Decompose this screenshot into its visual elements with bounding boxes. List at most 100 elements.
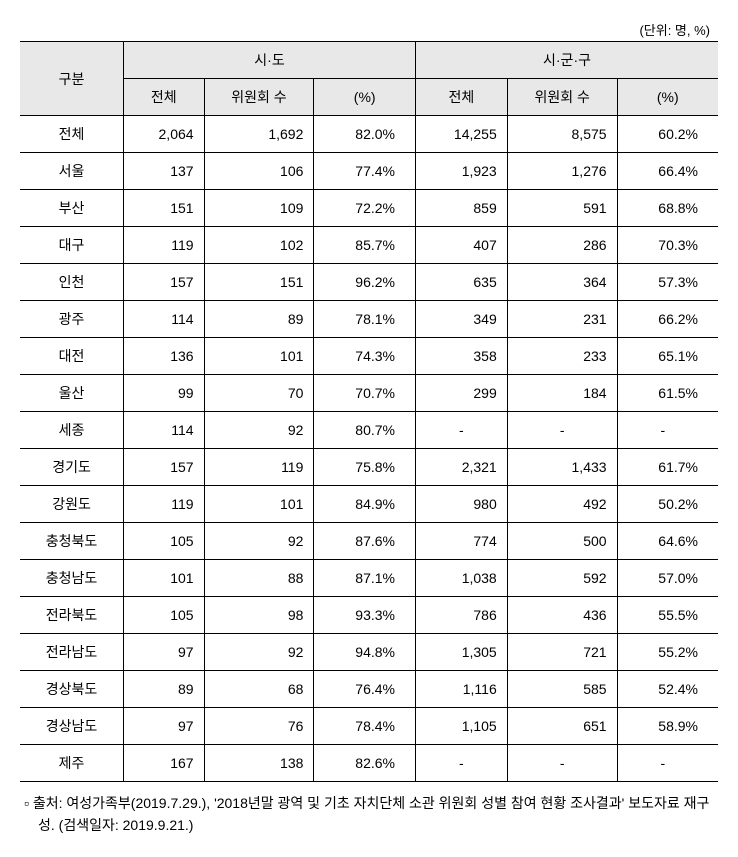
table-row: 광주1148978.1%34923166.2% bbox=[20, 301, 718, 338]
cell-region: 인천 bbox=[20, 264, 124, 301]
cell-g1-pct: 72.2% bbox=[314, 190, 416, 227]
cell-g1-count: 92 bbox=[204, 523, 314, 560]
cell-g1-pct: 93.3% bbox=[314, 597, 416, 634]
cell-region: 충청북도 bbox=[20, 523, 124, 560]
cell-g2-pct: 66.4% bbox=[617, 153, 718, 190]
cell-g2-pct: 61.7% bbox=[617, 449, 718, 486]
cell-g1-pct: 74.3% bbox=[314, 338, 416, 375]
cell-g2-count: 1,276 bbox=[507, 153, 617, 190]
cell-region: 경기도 bbox=[20, 449, 124, 486]
data-table: 구분 시·도 시·군·구 전체 위원회 수 (%) 전체 위원회 수 (%) 전… bbox=[20, 41, 718, 782]
cell-g2-count: 286 bbox=[507, 227, 617, 264]
cell-g2-total: 1,116 bbox=[416, 671, 508, 708]
cell-g2-count: 364 bbox=[507, 264, 617, 301]
cell-region: 경상남도 bbox=[20, 708, 124, 745]
header-row-1: 구분 시·도 시·군·구 bbox=[20, 42, 718, 79]
cell-region: 부산 bbox=[20, 190, 124, 227]
cell-g1-total: 119 bbox=[124, 486, 205, 523]
cell-g2-count: 184 bbox=[507, 375, 617, 412]
cell-g2-total: - bbox=[416, 412, 508, 449]
cell-g1-count: 92 bbox=[204, 412, 314, 449]
cell-region: 전라남도 bbox=[20, 634, 124, 671]
cell-g2-count: 592 bbox=[507, 560, 617, 597]
table-row: 경상북도896876.4%1,11658552.4% bbox=[20, 671, 718, 708]
cell-region: 전라북도 bbox=[20, 597, 124, 634]
cell-g2-pct: 66.2% bbox=[617, 301, 718, 338]
table-header: 구분 시·도 시·군·구 전체 위원회 수 (%) 전체 위원회 수 (%) bbox=[20, 42, 718, 116]
cell-g2-total: 1,305 bbox=[416, 634, 508, 671]
cell-g1-pct: 84.9% bbox=[314, 486, 416, 523]
table-row: 강원도11910184.9%98049250.2% bbox=[20, 486, 718, 523]
cell-g2-total: 2,321 bbox=[416, 449, 508, 486]
cell-region: 울산 bbox=[20, 375, 124, 412]
table-row: 인천15715196.2%63536457.3% bbox=[20, 264, 718, 301]
table-row: 서울13710677.4%1,9231,27666.4% bbox=[20, 153, 718, 190]
cell-g1-pct: 80.7% bbox=[314, 412, 416, 449]
cell-g2-count: - bbox=[507, 412, 617, 449]
cell-region: 대구 bbox=[20, 227, 124, 264]
cell-g1-count: 151 bbox=[204, 264, 314, 301]
cell-g1-total: 2,064 bbox=[124, 116, 205, 153]
cell-g1-total: 89 bbox=[124, 671, 205, 708]
table-row: 경기도15711975.8%2,3211,43361.7% bbox=[20, 449, 718, 486]
table-row: 충청북도1059287.6%77450064.6% bbox=[20, 523, 718, 560]
cell-region: 제주 bbox=[20, 745, 124, 782]
cell-g1-count: 109 bbox=[204, 190, 314, 227]
cell-g1-count: 98 bbox=[204, 597, 314, 634]
cell-g1-count: 101 bbox=[204, 338, 314, 375]
cell-g2-total: 1,105 bbox=[416, 708, 508, 745]
header-row-2: 전체 위원회 수 (%) 전체 위원회 수 (%) bbox=[20, 79, 718, 116]
cell-g1-pct: 82.0% bbox=[314, 116, 416, 153]
cell-g1-pct: 87.6% bbox=[314, 523, 416, 560]
table-row: 부산15110972.2%85959168.8% bbox=[20, 190, 718, 227]
cell-region: 충청남도 bbox=[20, 560, 124, 597]
cell-region: 광주 bbox=[20, 301, 124, 338]
cell-g2-pct: - bbox=[617, 412, 718, 449]
cell-g2-count: 651 bbox=[507, 708, 617, 745]
header-g2-total: 전체 bbox=[416, 79, 508, 116]
cell-region: 경상북도 bbox=[20, 671, 124, 708]
cell-g1-pct: 87.1% bbox=[314, 560, 416, 597]
cell-g1-total: 114 bbox=[124, 412, 205, 449]
cell-g1-count: 89 bbox=[204, 301, 314, 338]
cell-g2-total: 635 bbox=[416, 264, 508, 301]
cell-g2-pct: 65.1% bbox=[617, 338, 718, 375]
cell-g2-count: 8,575 bbox=[507, 116, 617, 153]
cell-g1-pct: 70.7% bbox=[314, 375, 416, 412]
cell-g1-count: 88 bbox=[204, 560, 314, 597]
cell-region: 대전 bbox=[20, 338, 124, 375]
cell-g1-count: 102 bbox=[204, 227, 314, 264]
header-g1-total: 전체 bbox=[124, 79, 205, 116]
cell-g2-count: - bbox=[507, 745, 617, 782]
cell-g2-count: 500 bbox=[507, 523, 617, 560]
cell-g1-total: 105 bbox=[124, 597, 205, 634]
cell-g1-pct: 94.8% bbox=[314, 634, 416, 671]
cell-g2-pct: 57.3% bbox=[617, 264, 718, 301]
cell-region: 서울 bbox=[20, 153, 124, 190]
cell-g1-total: 119 bbox=[124, 227, 205, 264]
cell-g2-total: 1,038 bbox=[416, 560, 508, 597]
cell-g1-pct: 76.4% bbox=[314, 671, 416, 708]
table-row: 대전13610174.3%35823365.1% bbox=[20, 338, 718, 375]
cell-g2-total: 407 bbox=[416, 227, 508, 264]
cell-g1-count: 138 bbox=[204, 745, 314, 782]
cell-g1-total: 167 bbox=[124, 745, 205, 782]
table-row: 전라남도979294.8%1,30572155.2% bbox=[20, 634, 718, 671]
table-row: 울산997070.7%29918461.5% bbox=[20, 375, 718, 412]
table-row: 전체2,0641,69282.0%14,2558,57560.2% bbox=[20, 116, 718, 153]
cell-region: 전체 bbox=[20, 116, 124, 153]
cell-g1-total: 137 bbox=[124, 153, 205, 190]
cell-g2-count: 231 bbox=[507, 301, 617, 338]
cell-g1-pct: 77.4% bbox=[314, 153, 416, 190]
cell-g1-count: 76 bbox=[204, 708, 314, 745]
cell-g1-count: 119 bbox=[204, 449, 314, 486]
cell-g2-count: 1,433 bbox=[507, 449, 617, 486]
cell-g1-total: 151 bbox=[124, 190, 205, 227]
header-region: 구분 bbox=[20, 42, 124, 116]
cell-region: 세종 bbox=[20, 412, 124, 449]
table-row: 충청남도1018887.1%1,03859257.0% bbox=[20, 560, 718, 597]
cell-g2-pct: 61.5% bbox=[617, 375, 718, 412]
cell-g2-total: 859 bbox=[416, 190, 508, 227]
cell-g1-total: 97 bbox=[124, 708, 205, 745]
cell-g1-count: 68 bbox=[204, 671, 314, 708]
